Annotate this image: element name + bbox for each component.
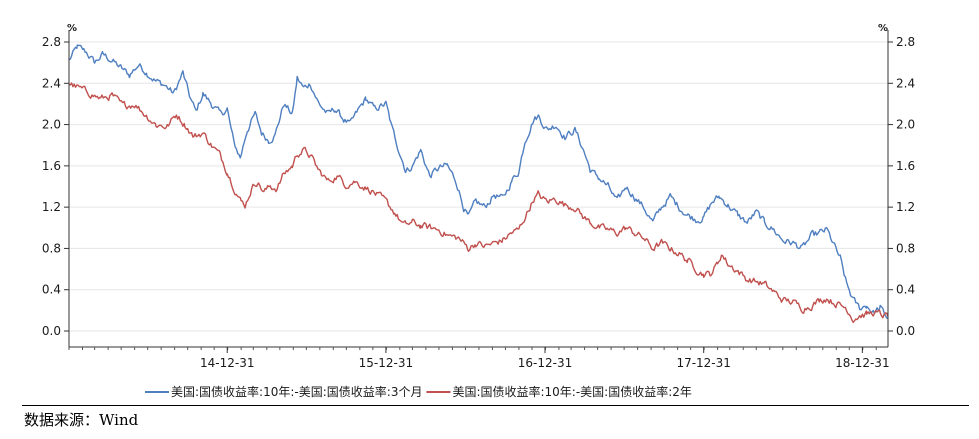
series-lines: [68, 44, 889, 323]
x-tick-label: 14-12-31: [200, 356, 254, 370]
legend: 美国:国债收益率:10年:-美国:国债收益率:3个月 美国:国债收益率:10年:-…: [145, 384, 692, 399]
legend-label-1: 美国:国债收益率:10年:-美国:国债收益率:3个月: [171, 384, 422, 399]
y-tick-label-left: 2.4: [42, 76, 61, 90]
chart: 0.0 0.0 0.4 0.4 0.8 0.8 1.2 1.2 1.6 1.6 2.0 2.0 2.4 2…: [42, 23, 915, 399]
y-tick-label-left: 1.6: [42, 159, 61, 173]
legend-label-2: 美国:国债收益率:10年:-美国:国债收益率:2年: [452, 384, 691, 399]
y-tick-label-left: 0.4: [42, 283, 61, 297]
y-tick-label-right: 2.4: [896, 76, 915, 90]
x-tick-label: 17-12-31: [676, 356, 730, 370]
y-tick-label-right: 1.2: [896, 200, 915, 214]
y-unit-left: %: [67, 23, 77, 34]
y-tick-label-left: 2.8: [42, 35, 61, 49]
y-tick-label-right: 1.6: [896, 159, 915, 173]
series-line-2: [68, 82, 889, 323]
y-tick-label-left: 0.0: [42, 324, 61, 338]
y-tick-label-left: 0.8: [42, 241, 61, 255]
y-unit-right: %: [878, 23, 888, 34]
x-tick-label: 15-12-31: [359, 356, 413, 370]
tick-labels: 0.0 0.0 0.4 0.4 0.8 0.8 1.2 1.2 1.6 1.6 2.0 2.0 2.4 2…: [42, 35, 915, 370]
y-tick-label-left: 1.2: [42, 200, 61, 214]
y-tick-label-right: 2.0: [896, 118, 915, 132]
y-tick-label-right: 0.0: [896, 324, 915, 338]
x-tick-label: 18-12-31: [835, 356, 889, 370]
y-tick-label-right: 0.4: [896, 283, 915, 297]
grid-lines: [69, 41, 888, 332]
x-tick-label: 16-12-31: [518, 356, 572, 370]
y-tick-label-right: 2.8: [896, 35, 915, 49]
axes: [64, 30, 893, 353]
series-line-1: [68, 44, 889, 320]
source-note: 数据来源：Wind: [24, 411, 139, 429]
source-divider: [22, 405, 969, 406]
y-tick-label-right: 0.8: [896, 241, 915, 255]
y-tick-label-left: 2.0: [42, 118, 61, 132]
